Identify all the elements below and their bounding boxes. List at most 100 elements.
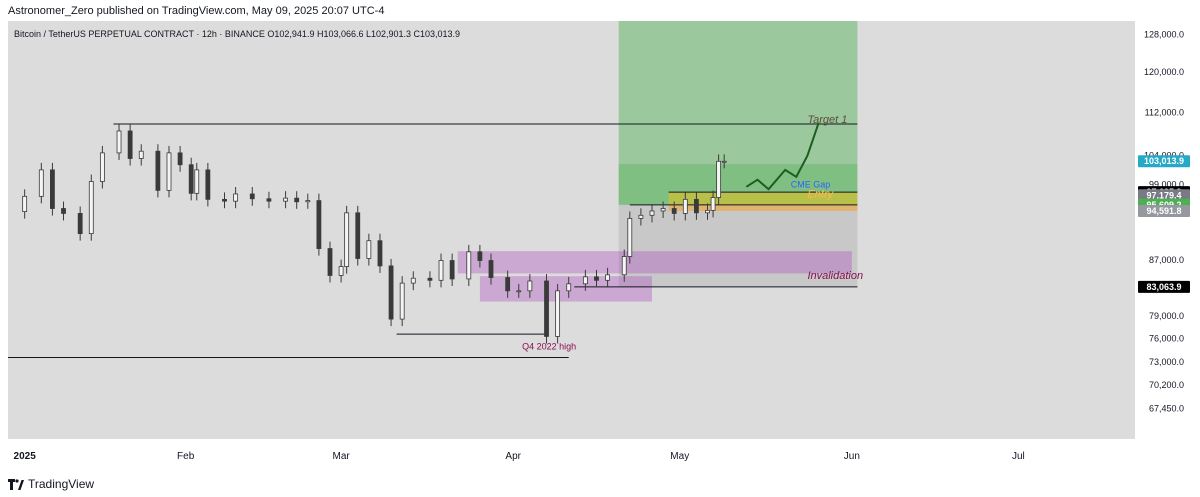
candle-body	[627, 218, 633, 257]
candle-body	[555, 290, 561, 337]
candle-body	[205, 169, 211, 200]
top-bar: Astronomer_Zero published on TradingView…	[0, 0, 1200, 22]
candle-body	[477, 251, 483, 261]
y-tick-label: 128,000.0	[1144, 30, 1184, 40]
candle-body	[116, 130, 122, 154]
price-tag-bg	[1138, 189, 1190, 202]
candle-body	[649, 210, 655, 216]
price-tag-label: 97,179.4	[1146, 190, 1181, 200]
y-tick-label: 76,000.0	[1149, 334, 1184, 344]
candle-body	[77, 213, 83, 235]
stop-zone	[618, 204, 858, 287]
x-tick-label: Mar	[332, 451, 350, 462]
tradingview-logo[interactable]: TradingView	[8, 477, 94, 491]
candle-body	[155, 150, 161, 191]
price-tag-label: 83,063.9	[1146, 282, 1181, 292]
y-tick-label: 120,000.0	[1144, 67, 1184, 77]
price-axis	[1135, 21, 1200, 467]
tradingview-logo-icon	[8, 478, 24, 490]
x-tick-label: Jun	[844, 451, 860, 462]
candle-body	[249, 193, 255, 200]
candle-body	[61, 208, 66, 214]
annotation-invalidation: Invalidation	[807, 270, 863, 282]
footer: TradingView	[0, 470, 1200, 497]
purple-zone-1	[457, 251, 852, 274]
x-tick-label: Apr	[505, 451, 521, 462]
candle-body	[410, 277, 416, 284]
candle-body	[449, 260, 455, 280]
y-tick-label: 87,000.0	[1149, 255, 1184, 265]
target-zone-inner	[618, 164, 858, 205]
candle-body	[716, 160, 722, 198]
candle-body	[594, 276, 599, 281]
candle-body	[694, 198, 699, 214]
candle-body	[38, 169, 44, 197]
annotation-target-1: Target 1	[807, 114, 847, 126]
candle-body	[233, 193, 239, 202]
price-tag-bg	[1138, 155, 1190, 168]
candle-body	[294, 197, 300, 203]
candle-body	[22, 195, 28, 212]
price-tag-bg	[1138, 205, 1190, 218]
candle-body	[166, 152, 172, 191]
symbol-legend: Bitcoin / TetherUS PERPETUAL CONTRACT · …	[14, 29, 461, 39]
candle-body	[50, 169, 55, 209]
candle-body	[527, 280, 533, 292]
candle-body	[516, 290, 522, 293]
price-tag-label: 94,591.8	[1146, 206, 1181, 216]
annotation-q4-2022-high: Q4 2022 high	[522, 342, 576, 352]
candle-body	[582, 276, 588, 285]
candle-body	[222, 198, 227, 202]
x-tick-label: 2025	[14, 451, 37, 462]
candle-body	[438, 260, 444, 281]
x-tick-label: Jul	[1012, 451, 1025, 462]
candle-body	[177, 152, 183, 166]
candle-body	[366, 240, 372, 259]
candle-body	[505, 277, 511, 292]
candle-body	[388, 265, 394, 320]
y-tick-label: 99,000.0	[1149, 179, 1184, 189]
candle-body	[327, 248, 333, 276]
candle-body	[88, 181, 94, 235]
price-tag-bg	[1138, 280, 1190, 293]
candle-body	[355, 212, 361, 259]
x-tick-label: May	[670, 451, 689, 462]
price-tag-label: 95,609.2	[1146, 200, 1181, 210]
y-tick-label: 112,000.0	[1145, 107, 1184, 117]
candle-body	[427, 277, 433, 281]
x-tick-label: Feb	[177, 451, 195, 462]
candle-body	[671, 208, 677, 214]
candle-body	[127, 130, 133, 159]
y-tick-label: 79,000.0	[1149, 311, 1184, 321]
y-tick-label: 70,200.0	[1149, 380, 1184, 390]
candle-body	[283, 197, 288, 202]
plot-area	[8, 21, 1135, 439]
chart-frame[interactable]: Target 1 CME Gap Entry Invalidation Q4 2022 …	[0, 21, 1200, 467]
time-axis	[0, 439, 1200, 467]
tradingview-brand: TradingView	[28, 477, 95, 491]
annotation-entry: Entry	[807, 189, 834, 201]
y-tick-label: 67,450.0	[1149, 403, 1184, 413]
candle-body	[682, 198, 688, 214]
publisher-text: Astronomer_Zero published on TradingView…	[8, 5, 385, 17]
candle-body	[710, 197, 716, 211]
entry-orange-zone	[668, 204, 858, 211]
candle-body	[621, 256, 627, 276]
candle-body	[399, 282, 405, 320]
candle-body	[338, 266, 344, 276]
candle-body	[194, 169, 200, 194]
projected-path	[745, 122, 820, 191]
candle-body	[638, 214, 644, 219]
candle-body	[605, 274, 610, 281]
cme-gap-zone	[668, 192, 858, 205]
annotation-cme-gap: CME Gap	[791, 179, 831, 189]
candle-body	[660, 208, 666, 212]
candle-body	[721, 160, 727, 163]
candle-body	[188, 164, 194, 194]
candle-body	[488, 260, 494, 278]
price-tag-label: 103,013.9	[1144, 156, 1184, 166]
candle-body	[544, 280, 549, 337]
candle-body	[566, 283, 572, 292]
candle-body	[138, 150, 144, 159]
